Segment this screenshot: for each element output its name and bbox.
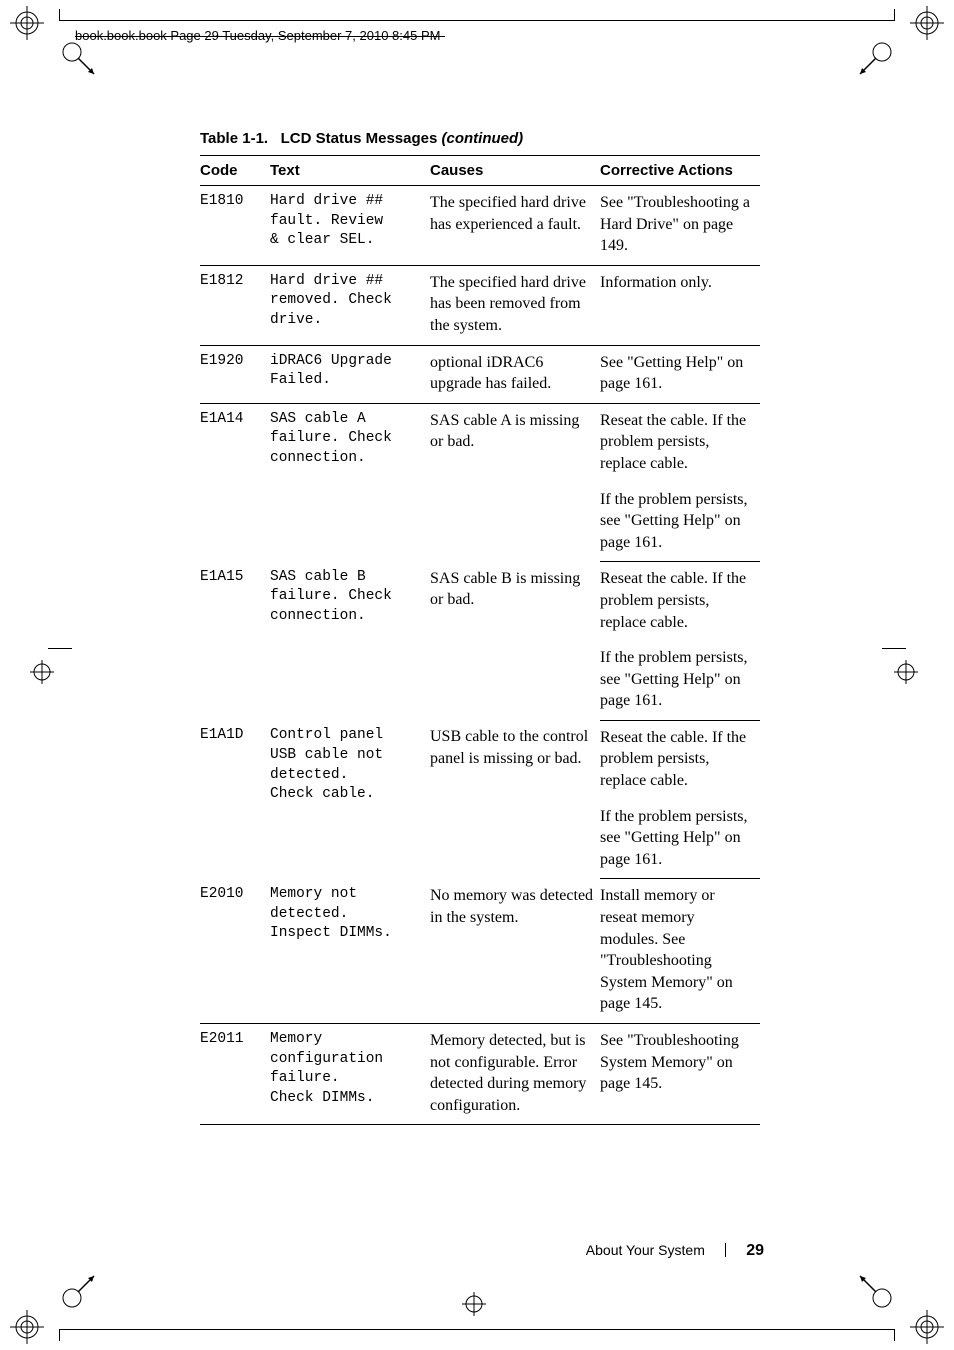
- content-area: Table 1-1. LCD Status Messages (continue…: [200, 130, 760, 1125]
- cell-actions: Reseat the cable. If the problem persist…: [600, 720, 760, 799]
- cell-code: E2010: [200, 879, 270, 1024]
- cell-code: E1A14: [200, 403, 270, 562]
- table-row: E2010Memory not detected. Inspect DIMMs.…: [200, 879, 760, 1024]
- cell-causes: SAS cable B is missing or bad.: [430, 562, 600, 721]
- cell-causes: No memory was detected in the system.: [430, 879, 600, 1024]
- cell-text: Control panel USB cable not detected. Ch…: [270, 720, 430, 879]
- cell-actions-continued: If the problem persists, see "Getting He…: [600, 483, 760, 562]
- cell-code: E1810: [200, 186, 270, 266]
- side-tick: [48, 648, 72, 649]
- table-header-row: Code Text Causes Corrective Actions: [200, 156, 760, 186]
- table-row: E1A15SAS cable B failure. Check connecti…: [200, 562, 760, 641]
- registration-mark-icon: [10, 6, 44, 40]
- table-row: E1812Hard drive ## removed. Check drive.…: [200, 265, 760, 345]
- table-row: E2011Memory configuration failure. Check…: [200, 1024, 760, 1125]
- cell-code: E1920: [200, 345, 270, 403]
- cell-text: SAS cable A failure. Check connection.: [270, 403, 430, 562]
- status-messages-table: Code Text Causes Corrective Actions E181…: [200, 155, 760, 1125]
- table-row: E1810Hard drive ## fault. Review & clear…: [200, 186, 760, 266]
- footer-separator: [725, 1243, 726, 1257]
- registration-mark-icon: [910, 1310, 944, 1344]
- cell-code: E1812: [200, 265, 270, 345]
- cell-actions: See "Troubleshooting a Hard Drive" on pa…: [600, 186, 760, 266]
- cell-text: Hard drive ## fault. Review & clear SEL.: [270, 186, 430, 266]
- registration-mark-icon: [460, 1290, 494, 1324]
- registration-mark-icon: [10, 1310, 44, 1344]
- table-row: E1A1DControl panel USB cable not detecte…: [200, 720, 760, 799]
- footer-section: About Your System: [586, 1242, 705, 1258]
- col-code: Code: [200, 156, 270, 186]
- cell-text: iDRAC6 Upgrade Failed.: [270, 345, 430, 403]
- cell-code: E1A1D: [200, 720, 270, 879]
- cell-actions-continued: If the problem persists, see "Getting He…: [600, 800, 760, 879]
- footer-page-number: 29: [746, 1242, 764, 1259]
- cell-code: E2011: [200, 1024, 270, 1125]
- cell-actions: Information only.: [600, 265, 760, 345]
- side-tick: [882, 648, 906, 649]
- cell-causes: USB cable to the control panel is missin…: [430, 720, 600, 879]
- cell-text: Memory configuration failure. Check DIMM…: [270, 1024, 430, 1125]
- cell-text: SAS cable B failure. Check connection.: [270, 562, 430, 721]
- cell-causes: The specified hard drive has experienced…: [430, 186, 600, 266]
- running-head: book.book.book Page 29 Tuesday, Septembe…: [75, 28, 440, 43]
- cell-causes: Memory detected, but is not configurable…: [430, 1024, 600, 1125]
- cell-causes: optional iDRAC6 upgrade has failed.: [430, 345, 600, 403]
- registration-mark-icon: [28, 658, 62, 692]
- registration-mark-icon: [910, 6, 944, 40]
- cell-causes: The specified hard drive has been remove…: [430, 265, 600, 345]
- col-text: Text: [270, 156, 430, 186]
- cell-actions: Reseat the cable. If the problem persist…: [600, 562, 760, 641]
- table-title-text: LCD Status Messages: [281, 130, 438, 147]
- cell-actions: Reseat the cable. If the problem persist…: [600, 403, 760, 482]
- cell-actions: See "Troubleshooting System Memory" on p…: [600, 1024, 760, 1125]
- cell-actions: Install memory or reseat memory modules.…: [600, 879, 760, 1024]
- cell-actions-continued: If the problem persists, see "Getting He…: [600, 641, 760, 720]
- cell-text: Hard drive ## removed. Check drive.: [270, 265, 430, 345]
- cell-causes: SAS cable A is missing or bad.: [430, 403, 600, 562]
- table-row: E1A14SAS cable A failure. Check connecti…: [200, 403, 760, 482]
- cell-actions: See "Getting Help" on page 161.: [600, 345, 760, 403]
- cell-code: E1A15: [200, 562, 270, 721]
- page-footer: About Your System 29: [586, 1242, 764, 1260]
- table-number: Table 1-1.: [200, 130, 268, 147]
- col-causes: Causes: [430, 156, 600, 186]
- table-row: E1920iDRAC6 Upgrade Failed.optional iDRA…: [200, 345, 760, 403]
- table-continued: (continued): [442, 130, 524, 147]
- table-caption: Table 1-1. LCD Status Messages (continue…: [200, 130, 760, 147]
- cell-text: Memory not detected. Inspect DIMMs.: [270, 879, 430, 1024]
- registration-mark-icon: [892, 658, 926, 692]
- col-actions: Corrective Actions: [600, 156, 760, 186]
